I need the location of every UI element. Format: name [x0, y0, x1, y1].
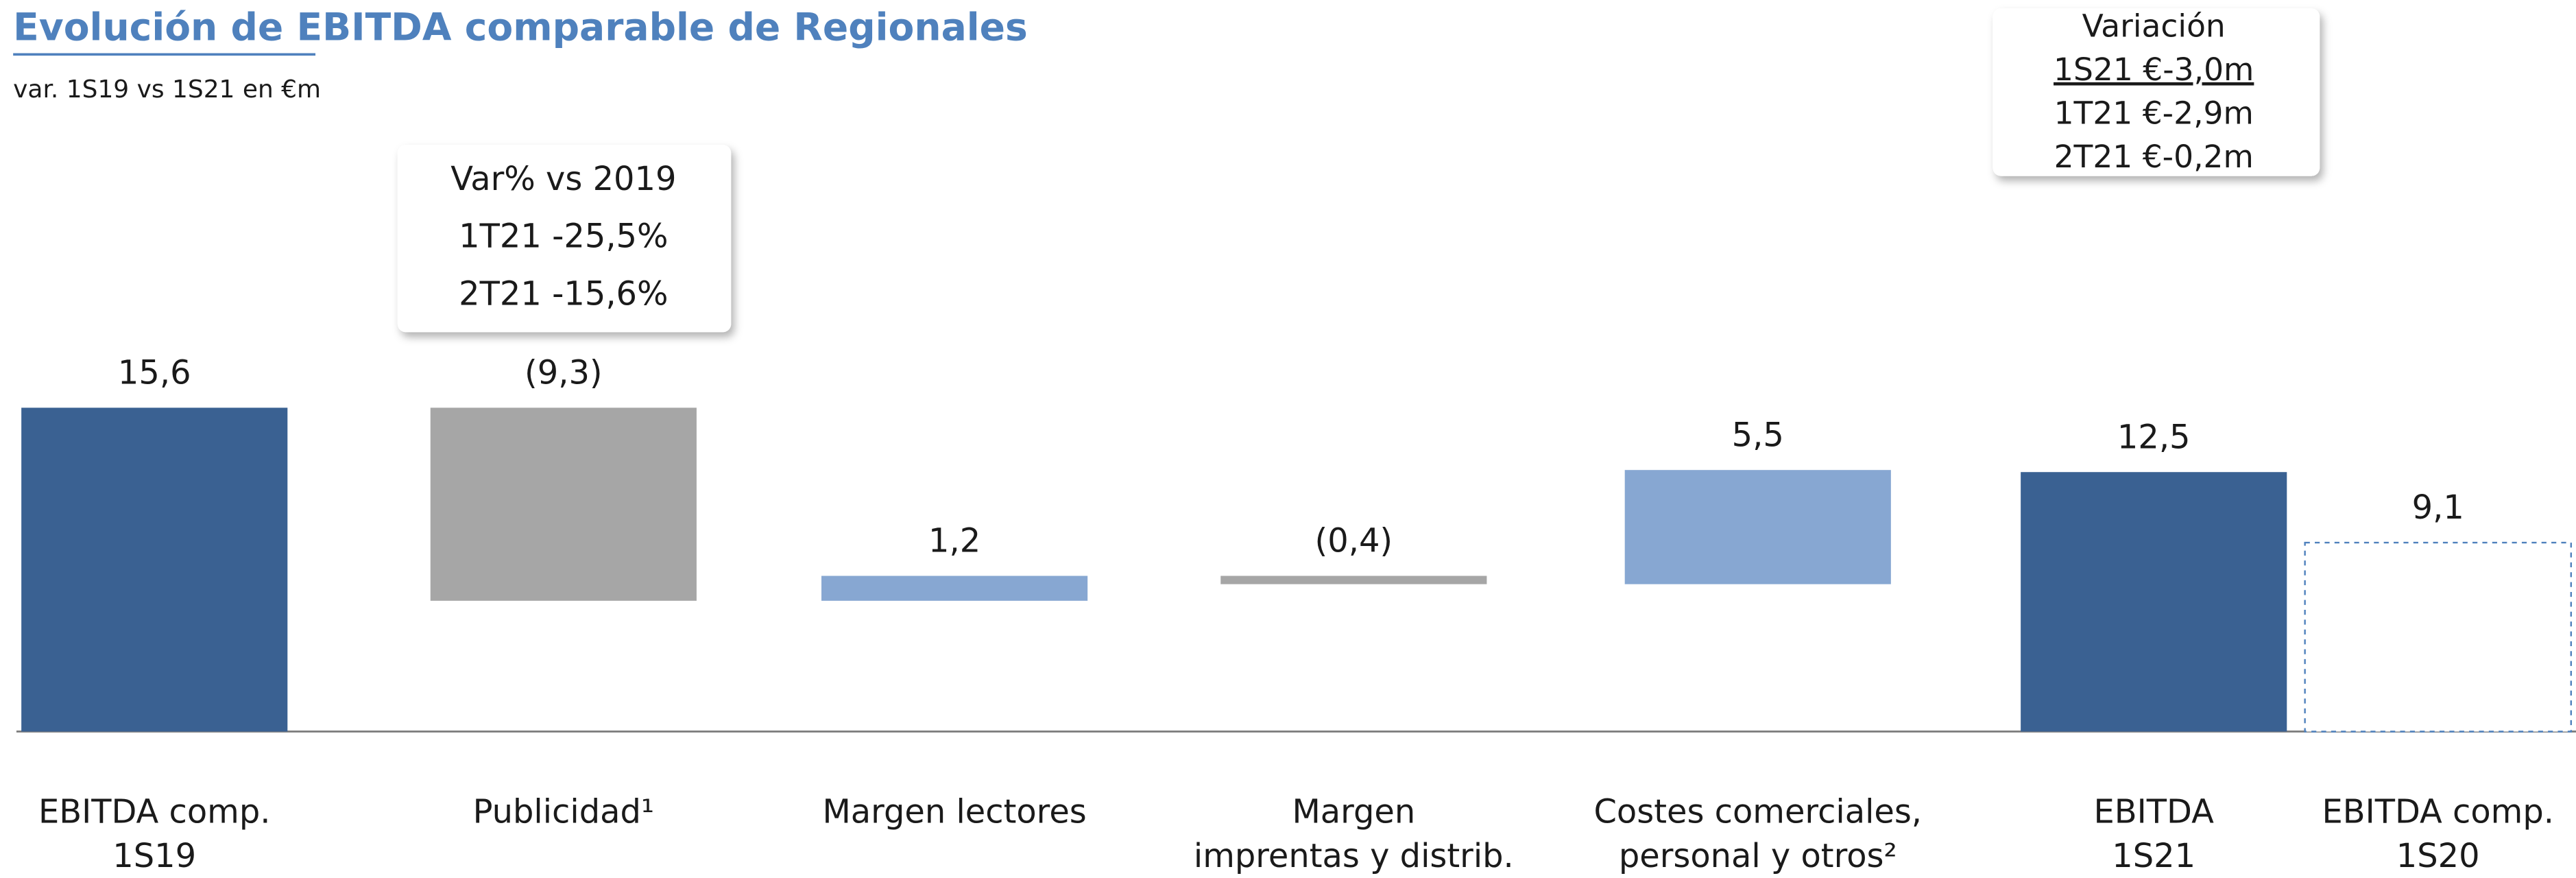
data-label: 9,1 — [2412, 489, 2464, 527]
x-tick-label: 1S21 — [2112, 838, 2195, 875]
x-tick-label: imprentas y distrib. — [1194, 838, 1514, 875]
annotation-text: Var% vs 2019 — [450, 161, 676, 198]
chart-title: Evolución de EBITDA comparable de Region… — [13, 5, 1028, 49]
data-label: 5,5 — [1732, 416, 1784, 454]
x-tick-label: Costes comerciales, — [1593, 793, 1922, 831]
x-tick-label: 1S19 — [112, 838, 196, 875]
data-label: 15,6 — [118, 354, 191, 392]
bar — [1220, 576, 1487, 584]
data-label: 1,2 — [928, 523, 980, 560]
x-tick-label: personal y otros² — [1619, 838, 1897, 875]
annotation-box — [1993, 8, 2320, 176]
x-tick-label: Margen lectores — [822, 793, 1086, 831]
bar — [21, 407, 288, 732]
bar — [821, 576, 1088, 601]
data-label: 12,5 — [2117, 418, 2191, 456]
bar — [1624, 470, 1891, 584]
annotation-text: 1T21 -25,5% — [459, 218, 668, 256]
data-label: (9,3) — [525, 354, 603, 392]
annotation-text: 2T21 -15,6% — [459, 276, 668, 313]
annotation-text: 1T21 €-2,9m — [2054, 95, 2254, 131]
data-label: (0,4) — [1315, 523, 1393, 560]
chart-subtitle: var. 1S19 vs 1S21 en €m — [13, 75, 321, 104]
x-tick-label: Margen — [1292, 793, 1415, 831]
annotation-text: Variación — [2082, 8, 2226, 44]
bar — [430, 407, 697, 601]
annotation-box — [397, 145, 732, 333]
x-tick-label: EBITDA comp. — [2322, 793, 2554, 831]
x-tick-label: 1S20 — [2396, 838, 2480, 875]
bar — [2021, 472, 2287, 732]
x-tick-label: Publicidad¹ — [473, 793, 654, 831]
annotation-text: 1S21 €-3,0m — [2054, 51, 2254, 88]
annotation-text: 2T21 €-0,2m — [2054, 139, 2254, 175]
bar — [2304, 541, 2573, 733]
x-tick-label: EBITDA comp. — [38, 793, 271, 831]
x-tick-label: EBITDA — [2094, 793, 2215, 831]
